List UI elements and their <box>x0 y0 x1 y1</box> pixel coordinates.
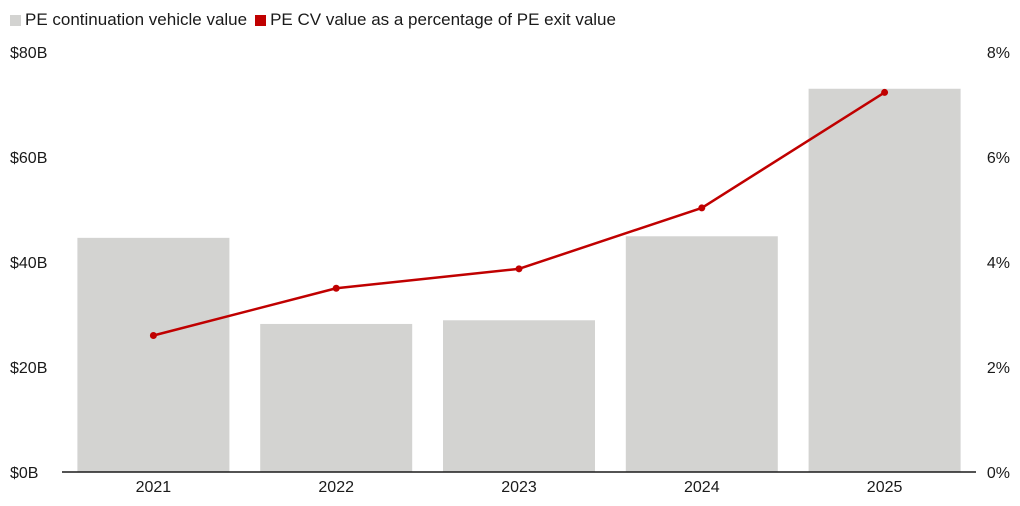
x-tick-label-2022: 2022 <box>318 479 354 496</box>
legend-item-bars: PE continuation vehicle value <box>10 10 247 30</box>
y-right-tick-label: 8% <box>987 45 1010 62</box>
bar-2025 <box>808 88 961 472</box>
legend-label-line: PE CV value as a percentage of PE exit v… <box>270 10 616 29</box>
y-right-tick-label: 6% <box>987 150 1010 167</box>
y-right-tick-label: 0% <box>987 465 1010 482</box>
legend-swatch-bars <box>10 14 21 26</box>
bar-2023 <box>443 320 595 472</box>
x-tick-label-2023: 2023 <box>501 479 537 496</box>
y-left-tick-label: $40B <box>10 255 47 272</box>
legend-item-line: PE CV value as a percentage of PE exit v… <box>255 10 616 30</box>
line-point-2023 <box>515 265 523 273</box>
legend-swatch-line <box>255 14 267 26</box>
y-right-tick-label: 2% <box>987 360 1010 377</box>
bar-2024 <box>625 236 778 472</box>
y-left-tick-label: $0B <box>10 465 38 482</box>
line-point-2021 <box>149 332 157 339</box>
y-right-tick-label: 4% <box>987 255 1010 272</box>
line-point-2022 <box>332 284 340 292</box>
y-left-tick-label: $80B <box>10 45 47 62</box>
x-tick-label-2025: 2025 <box>867 479 903 496</box>
legend-label-bars: PE continuation vehicle value <box>25 10 248 29</box>
chart-legend: PE continuation vehicle value PE CV valu… <box>10 10 624 30</box>
bar-2021 <box>77 237 230 472</box>
y-left-tick-label: $20B <box>10 360 47 377</box>
x-tick-label-2021: 2021 <box>136 479 172 496</box>
line-point-2025 <box>881 88 889 96</box>
line-point-2024 <box>698 204 706 212</box>
bar-2022 <box>260 323 413 472</box>
y-left-tick-label: $60B <box>10 150 47 167</box>
x-tick-label-2024: 2024 <box>684 479 720 496</box>
